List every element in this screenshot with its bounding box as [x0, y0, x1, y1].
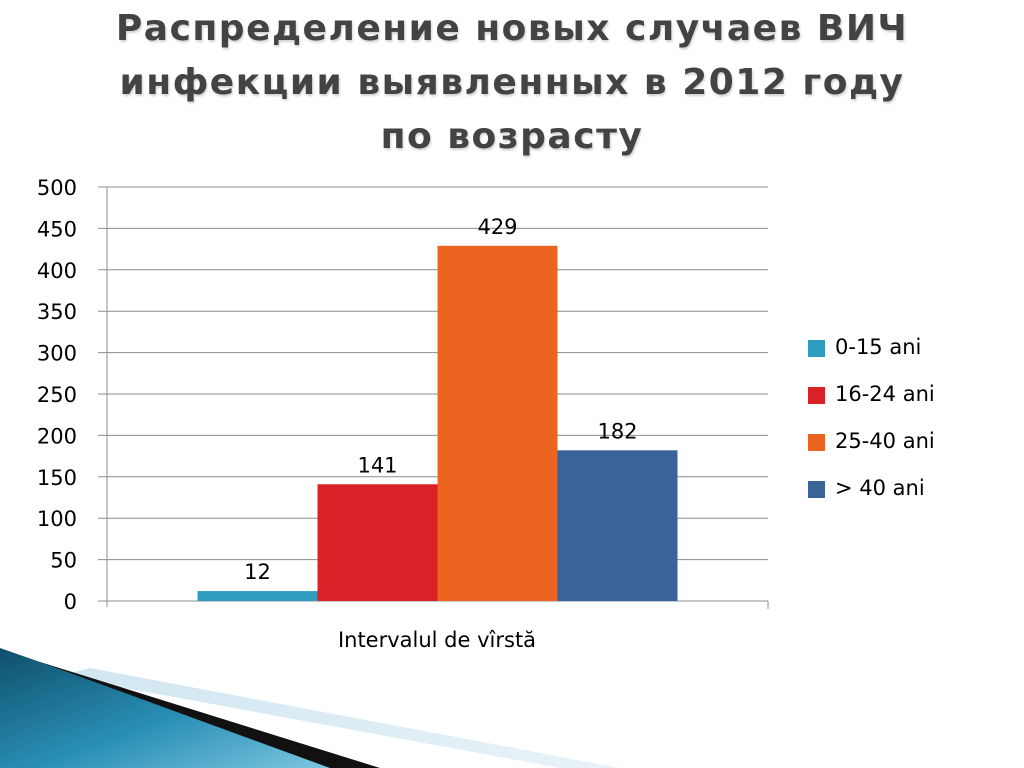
bar-value-label: 182 — [597, 419, 637, 443]
bar-3 — [437, 245, 558, 601]
legend-label: 25-40 ani — [835, 429, 935, 453]
legend-label: > 40 ani — [835, 476, 925, 500]
legend-swatch — [808, 387, 825, 404]
y-tick-label: 200 — [37, 424, 77, 448]
y-tick-label: 0 — [64, 590, 77, 614]
y-tick-label: 400 — [37, 259, 77, 283]
x-axis-label: Intervalul de vîrstă — [338, 628, 536, 652]
bar-value-label: 12 — [244, 560, 271, 584]
legend-label: 16-24 ani — [835, 382, 935, 406]
bar-value-label: 141 — [357, 453, 397, 477]
slide-title: Распределение новых случаев ВИЧ инфекции… — [115, 8, 909, 157]
legend-label: 0-15 ani — [835, 335, 921, 359]
legend-swatch — [808, 481, 825, 498]
y-tick-label: 450 — [37, 217, 77, 241]
axes: 0 50 100 150 200 250 300 350 400 450 500 Intervalul… — [37, 176, 769, 652]
y-tick-label: 350 — [37, 300, 77, 324]
legend-swatch — [808, 434, 825, 451]
y-tick-label: 250 — [37, 383, 77, 407]
y-tick-label: 50 — [50, 549, 77, 573]
y-tick-label: 300 — [37, 342, 77, 366]
y-tick-label: 100 — [37, 507, 77, 531]
pale-stripe-shape — [60, 668, 620, 768]
bar-2 — [317, 484, 438, 601]
y-tick-label: 500 — [37, 176, 77, 200]
legend: 0-15 ani 16-24 ani 25-40 ani > 40 ani — [808, 335, 935, 500]
bar-value-label: 429 — [477, 215, 517, 239]
teal-stripe-shape — [0, 648, 330, 768]
y-tick-label: 150 — [37, 466, 77, 490]
black-stripe-shape — [30, 662, 380, 768]
bar-4 — [557, 450, 678, 601]
legend-swatch — [808, 340, 825, 357]
data-labels: 12 141 429 182 — [244, 215, 637, 584]
bars — [197, 245, 678, 601]
bar-1 — [197, 591, 318, 601]
